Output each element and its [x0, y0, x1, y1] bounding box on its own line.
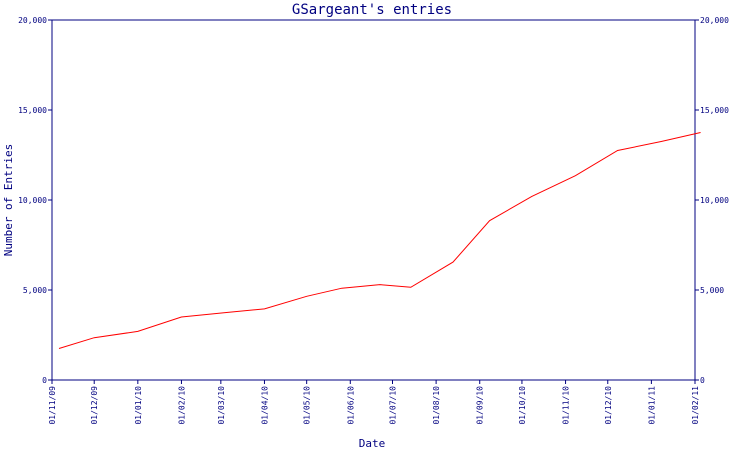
x-tick-label: 01/11/10	[562, 386, 571, 425]
y-tick-label-right: 0	[700, 376, 705, 385]
y-tick-label-left: 0	[42, 376, 47, 385]
x-tick-label: 01/08/10	[432, 386, 441, 425]
x-tick-label: 01/05/10	[303, 386, 312, 425]
x-tick-label: 01/01/11	[647, 386, 656, 425]
x-tick-label: 01/12/10	[604, 386, 613, 425]
y-axis-left: 0 5,000 10,000 15,000 20,000	[18, 16, 52, 385]
x-tick-label: 01/01/10	[134, 386, 143, 425]
x-tick-label: 01/02/11	[691, 386, 700, 425]
chart-title: GSargeant's entries	[292, 2, 452, 18]
y-tick-label-left: 10,000	[18, 196, 47, 205]
y-tick-label-left: 5,000	[23, 286, 47, 295]
x-tick-label: 01/09/10	[476, 386, 485, 425]
x-axis: 01/11/09 01/12/09 01/01/10 01/02/10 01/03/10…	[48, 380, 700, 425]
y-axis-right: 0 5,000 10,000 15,000 20,000	[695, 16, 729, 385]
x-tick-label: 01/11/09	[48, 386, 57, 425]
x-tick-label: 01/03/10	[217, 386, 226, 425]
x-tick-label: 01/10/10	[518, 386, 527, 425]
y-axis-label: Number of Entries	[2, 144, 15, 257]
y-tick-label-left: 20,000	[18, 16, 47, 25]
x-tick-label: 01/04/10	[260, 386, 269, 425]
y-tick-label-right: 15,000	[700, 106, 729, 115]
series-line	[58, 132, 701, 349]
x-axis-label: Date	[359, 437, 386, 450]
x-tick-label: 01/02/10	[177, 386, 186, 425]
y-tick-label-right: 10,000	[700, 196, 729, 205]
plot-area-frame	[51, 19, 696, 381]
x-tick-label: 01/12/09	[90, 386, 99, 425]
y-tick-label-left: 15,000	[18, 106, 47, 115]
y-tick-label-right: 20,000	[700, 16, 729, 25]
x-tick-label: 01/06/10	[346, 386, 355, 425]
x-tick-label: 01/07/10	[388, 386, 397, 425]
y-tick-label-right: 5,000	[700, 286, 724, 295]
series-layer	[58, 132, 701, 349]
